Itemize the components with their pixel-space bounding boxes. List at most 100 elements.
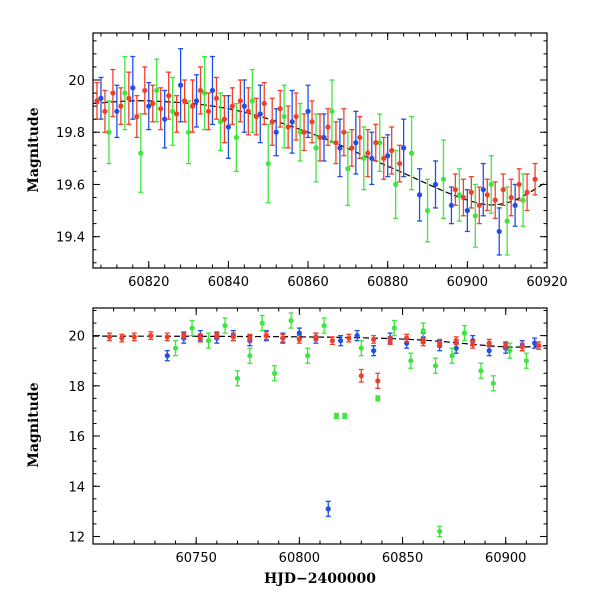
data-point [523, 358, 529, 364]
data-point [329, 338, 335, 344]
data-point [354, 333, 360, 339]
data-point [401, 145, 407, 151]
data-point [532, 340, 538, 346]
data-point [181, 333, 187, 339]
x-tick-label: 60800 [279, 551, 320, 566]
data-point [134, 113, 140, 120]
y-tick-label: 20 [68, 74, 85, 89]
data-point [98, 95, 104, 101]
data-point [217, 119, 224, 125]
bottom-plot-area [93, 312, 547, 538]
data-point [365, 150, 371, 156]
top-plot-area [93, 48, 547, 256]
data-point [110, 90, 116, 96]
data-point [503, 343, 509, 349]
data-point [273, 129, 279, 135]
x-tick-label: 60880 [367, 275, 408, 290]
data-point [170, 108, 176, 114]
data-point [393, 181, 399, 188]
y-tick-label: 14 [68, 480, 85, 495]
data-point [478, 368, 484, 374]
data-point [408, 150, 415, 156]
data-point [453, 338, 459, 344]
data-point [178, 82, 184, 88]
data-point [488, 181, 494, 188]
data-point [453, 345, 459, 351]
data-point [281, 113, 287, 120]
data-point [181, 98, 188, 104]
data-point [385, 153, 391, 159]
data-point [126, 95, 132, 101]
data-point [317, 134, 323, 141]
data-point [437, 528, 443, 535]
x-tick-label: 60850 [382, 551, 423, 566]
data-point [230, 334, 236, 340]
x-tick-label: 60820 [128, 275, 169, 290]
data-point [424, 207, 431, 214]
data-point [185, 129, 192, 135]
data-point [154, 87, 160, 94]
y-tick-label: 18 [68, 380, 85, 395]
data-point [164, 334, 170, 340]
data-point [329, 108, 335, 114]
data-point [309, 119, 315, 125]
data-point [189, 103, 196, 109]
data-point [408, 358, 414, 364]
data-point [500, 187, 506, 193]
data-point [420, 339, 426, 345]
data-point [205, 108, 212, 114]
y-tick-label: 19.4 [56, 231, 85, 246]
bottom-ticks: 60750 60800 60850 60900 12 14 16 18 20 [68, 308, 548, 566]
data-point [119, 335, 125, 341]
red-series [106, 331, 542, 389]
data-point [490, 380, 496, 386]
data-point [193, 98, 200, 104]
data-point [247, 335, 253, 341]
data-point [146, 103, 152, 109]
bottom-y-axis-label: Magnitude [26, 382, 42, 467]
data-point [301, 129, 307, 135]
data-point [257, 111, 263, 117]
data-point [375, 378, 381, 384]
blue-series [164, 327, 538, 518]
data-point [349, 145, 355, 151]
data-point [293, 113, 299, 120]
data-point [288, 317, 294, 324]
data-point [333, 140, 339, 146]
x-tick-label: 60840 [208, 275, 249, 290]
data-point [460, 194, 466, 201]
bottom-panel: 60750 60800 60850 60900 12 14 16 18 20 Magnitude… [26, 307, 548, 587]
data-point [449, 353, 455, 359]
data-point [280, 335, 286, 341]
data-point [172, 345, 179, 351]
data-point [289, 119, 295, 125]
data-point [387, 338, 393, 344]
data-point [130, 85, 136, 91]
data-point [353, 140, 359, 146]
data-point [448, 202, 455, 208]
data-point [166, 93, 172, 99]
data-point [375, 395, 381, 401]
data-point [241, 103, 247, 109]
data-point [253, 113, 259, 120]
data-point [437, 340, 443, 346]
data-point [174, 111, 180, 117]
data-point [536, 343, 542, 349]
top-axes-frame [92, 32, 548, 269]
data-point [321, 134, 327, 141]
data-point [189, 325, 195, 331]
data-point [164, 353, 170, 359]
data-point [229, 103, 235, 109]
data-point [524, 189, 530, 195]
y-tick-label: 16 [68, 430, 85, 445]
data-point [277, 106, 283, 112]
data-point [131, 334, 137, 340]
data-point [313, 145, 319, 151]
model-curve [93, 335, 547, 348]
data-point [118, 103, 124, 109]
data-point [486, 348, 492, 354]
data-point [472, 213, 478, 219]
data-point [142, 87, 148, 94]
data-point [532, 176, 538, 182]
data-point [470, 341, 476, 348]
